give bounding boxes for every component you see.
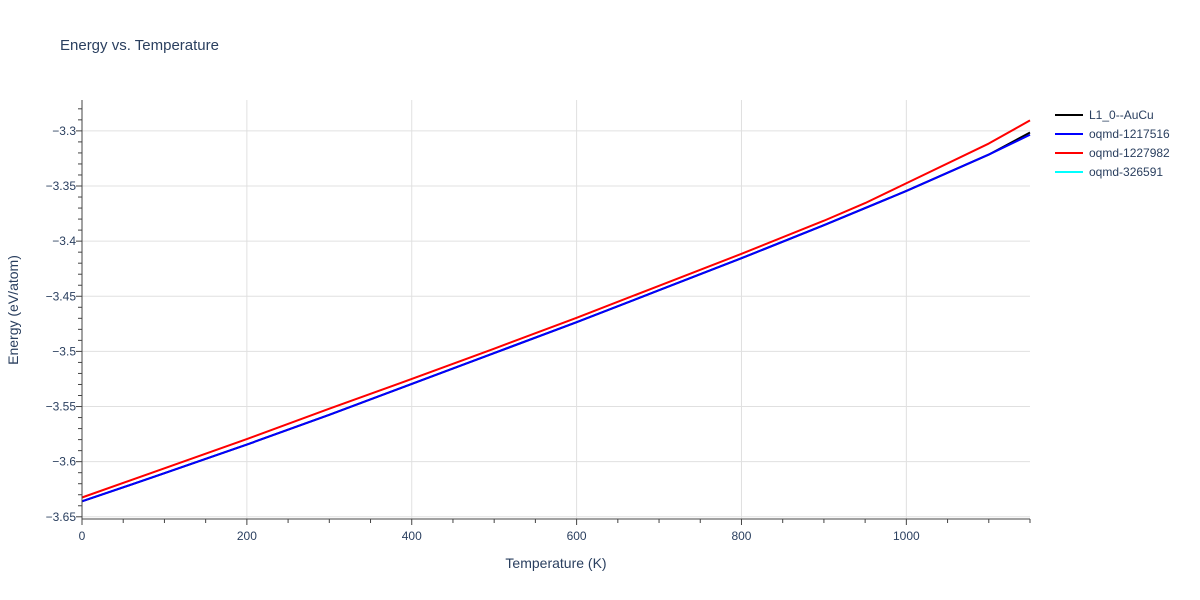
series-layer — [81, 119, 1031, 503]
y-tick-label: −3.35 — [46, 179, 77, 193]
legend-label: oqmd-1217516 — [1089, 127, 1170, 141]
y-tick-label: −3.3 — [52, 124, 76, 138]
y-axis-ticks: −3.65 −3.6 −3.55 −3.5 −3.45 −3.4 −3.35 −3.3 — [46, 124, 77, 524]
y-tick-label: −3.45 — [46, 289, 77, 303]
series-line-2 — [81, 119, 1031, 499]
x-axis-ticks: 0 200 400 600 800 1000 — [79, 529, 920, 543]
y-tick-label: −3.55 — [46, 400, 77, 414]
series-line-1 — [81, 133, 1031, 503]
x-tick-label: 1000 — [893, 529, 920, 543]
x-tick-label: 400 — [402, 529, 422, 543]
legend-label: L1_0--AuCu — [1089, 108, 1154, 122]
chart-title: Energy vs. Temperature — [60, 37, 219, 54]
legend: L1_0--AuCu oqmd-1217516 oqmd-1227982 oqmd-3… — [1055, 108, 1170, 179]
y-axis-title: Energy (eV/atom) — [5, 255, 21, 365]
y-tick-label: −3.4 — [52, 234, 76, 248]
x-tick-label: 0 — [79, 529, 86, 543]
y-tick-label: −3.5 — [52, 344, 76, 358]
legend-label: oqmd-326591 — [1089, 165, 1163, 179]
gridlines — [82, 100, 1030, 519]
x-tick-label: 600 — [567, 529, 587, 543]
legend-item[interactable]: oqmd-1227982 — [1055, 146, 1170, 160]
x-axis-title: Temperature (K) — [505, 555, 606, 571]
x-tick-label: 800 — [731, 529, 751, 543]
legend-item[interactable]: oqmd-1217516 — [1055, 127, 1170, 141]
y-tick-label: −3.6 — [52, 455, 76, 469]
legend-item[interactable]: L1_0--AuCu — [1055, 108, 1154, 122]
x-tick-label: 200 — [237, 529, 257, 543]
legend-label: oqmd-1227982 — [1089, 146, 1170, 160]
legend-item[interactable]: oqmd-326591 — [1055, 165, 1163, 179]
axes — [76, 100, 1031, 525]
y-tick-label: −3.65 — [46, 510, 77, 524]
